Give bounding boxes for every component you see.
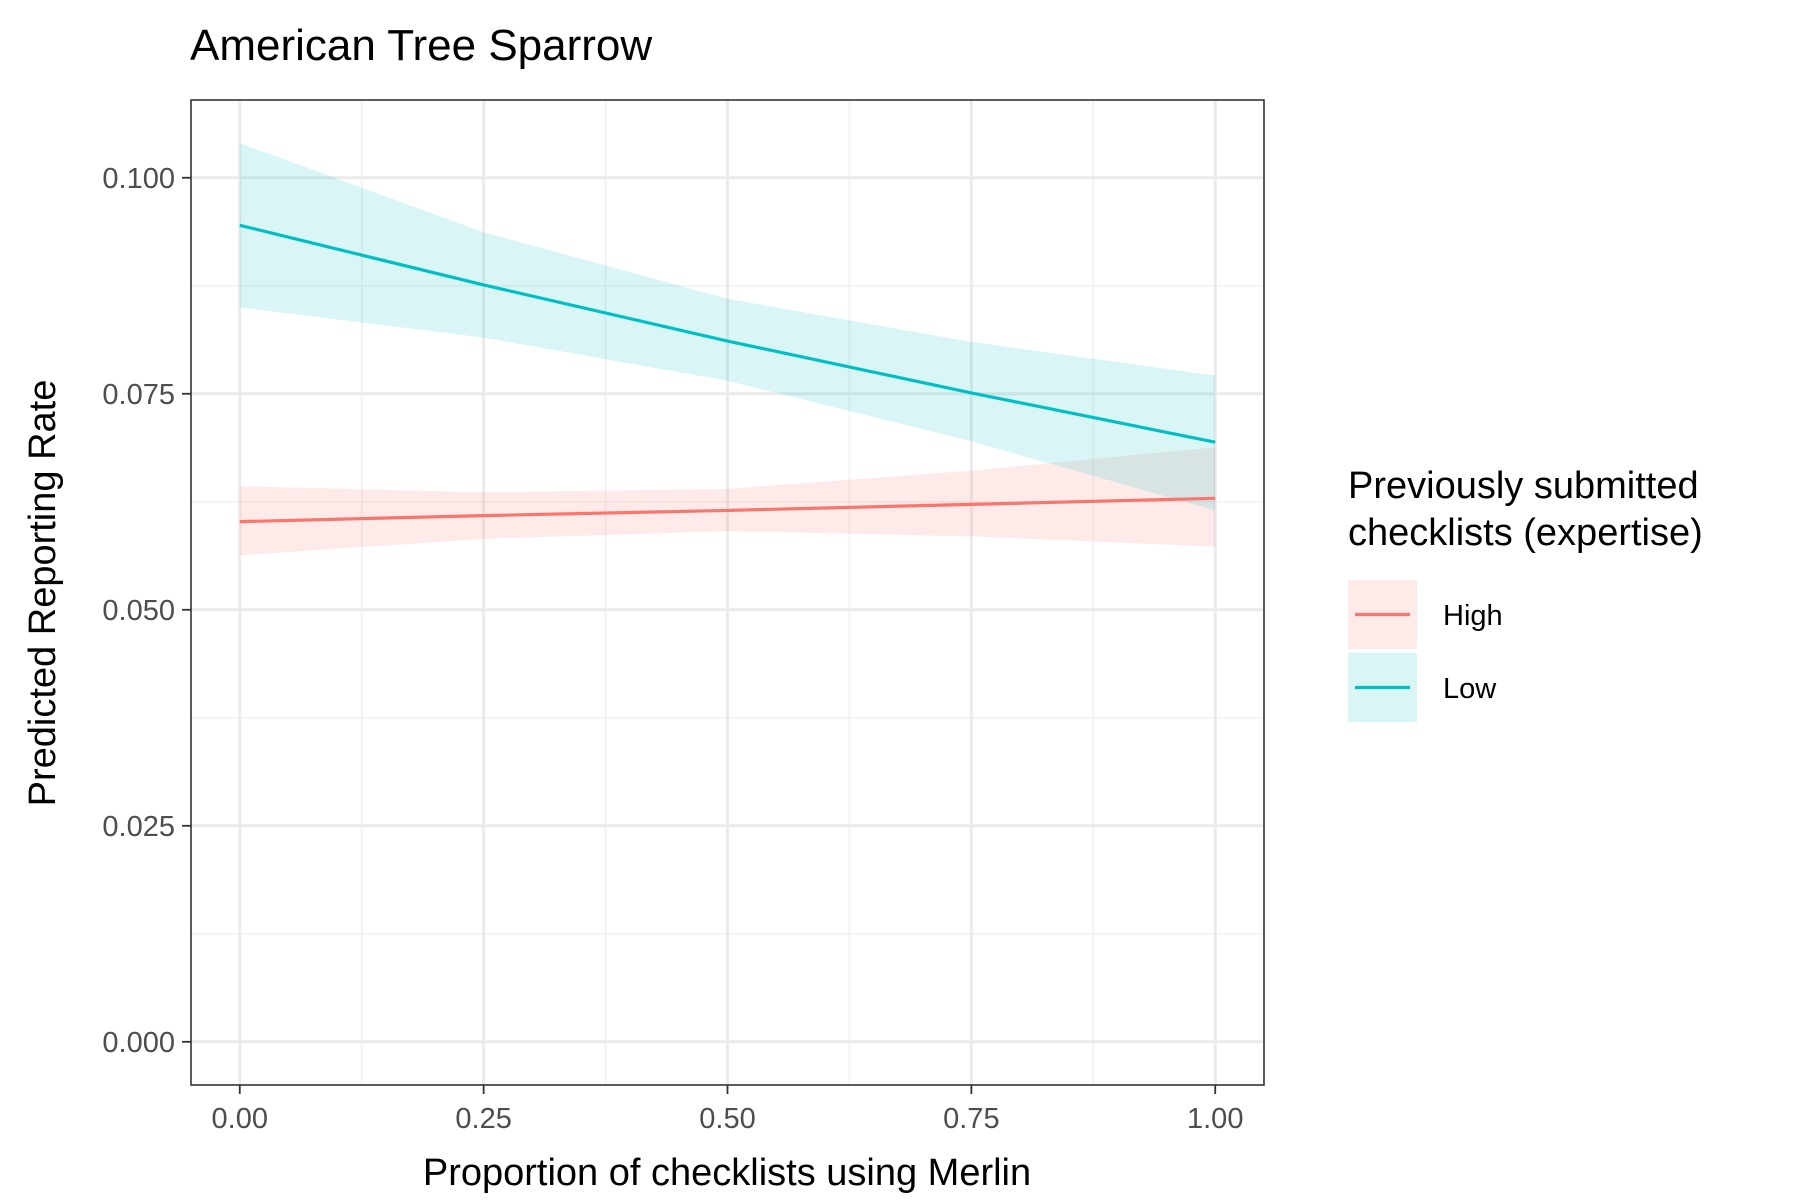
legend-label: Low — [1443, 673, 1497, 705]
series-line-low — [239, 223, 1216, 444]
x-axis: 0.00 0.25 0.50 0.75 1.00 — [212, 1085, 1243, 1135]
y-axis: 0.000 0.025 0.050 0.075 0.100 — [102, 163, 191, 1059]
y-axis-title: Predicted Reporting Rate — [22, 380, 64, 807]
series-lines — [239, 223, 1216, 524]
x-tick-label: 0.75 — [943, 1103, 999, 1135]
y-tick-label: 0.050 — [102, 595, 175, 627]
y-tick-label: 0.100 — [102, 163, 175, 195]
legend-item-low: Low — [1348, 653, 1497, 722]
x-axis-title: Proportion of checklists using Merlin — [423, 1152, 1031, 1194]
x-tick-label: 1.00 — [1187, 1103, 1243, 1135]
legend-title-line-2: checklists (expertise) — [1348, 512, 1703, 554]
x-tick-label: 0.25 — [455, 1103, 511, 1135]
y-tick-label: 0.075 — [102, 379, 175, 411]
legend: Previously submitted checklists (experti… — [1348, 465, 1703, 722]
legend-title-line-1: Previously submitted — [1348, 465, 1699, 507]
chart-title: American Tree Sparrow — [190, 21, 652, 70]
grid-lines — [191, 100, 1264, 1085]
legend-item-high: High — [1348, 580, 1503, 649]
plot-panel — [190, 99, 1265, 1086]
y-tick-label: 0.025 — [102, 811, 175, 843]
ribbon-high — [239, 447, 1216, 556]
legend-keys: High Low — [1348, 580, 1503, 722]
confidence-ribbons — [239, 143, 1216, 556]
x-tick-label: 0.50 — [699, 1103, 755, 1135]
legend-label: High — [1443, 600, 1503, 632]
ribbon-low — [239, 143, 1216, 511]
x-tick-label: 0.00 — [212, 1103, 268, 1135]
series-line-high — [239, 496, 1216, 524]
y-tick-label: 0.000 — [102, 1027, 175, 1059]
